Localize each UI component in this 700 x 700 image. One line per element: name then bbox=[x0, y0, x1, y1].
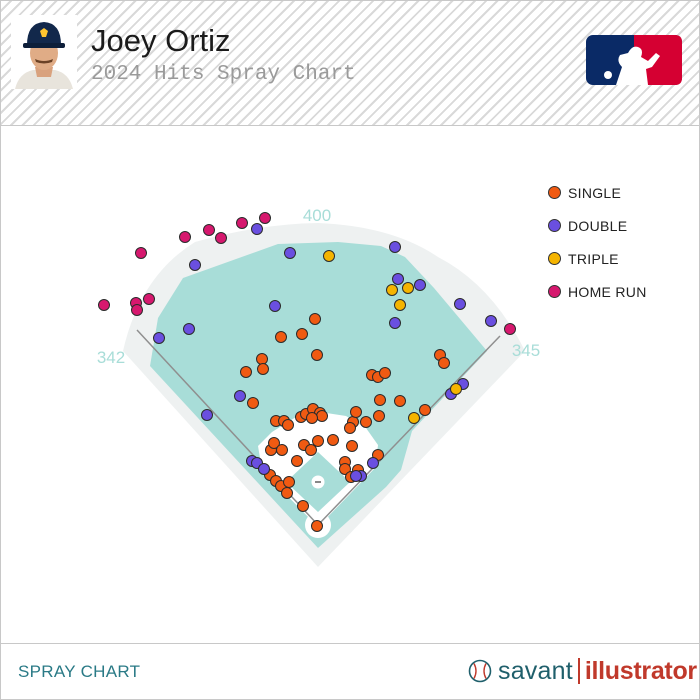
hit-marker-single bbox=[339, 463, 351, 475]
hit-marker-single bbox=[438, 357, 450, 369]
hit-marker-double bbox=[183, 323, 195, 335]
legend-item-home-run: HOME RUN bbox=[548, 275, 647, 308]
hit-marker-single bbox=[419, 404, 431, 416]
legend: SINGLE DOUBLE TRIPLE HOME RUN bbox=[548, 176, 647, 308]
legend-label-double: DOUBLE bbox=[568, 217, 628, 234]
legend-swatch-home-run bbox=[548, 285, 561, 298]
hit-marker-single bbox=[282, 419, 294, 431]
fence-label-left: 342 bbox=[97, 348, 125, 367]
hit-marker-double bbox=[201, 409, 213, 421]
legend-swatch-single bbox=[548, 186, 561, 199]
hit-marker-home-run bbox=[131, 304, 143, 316]
hit-marker-home-run bbox=[259, 212, 271, 224]
baseball-icon bbox=[468, 659, 492, 683]
hit-marker-single bbox=[276, 444, 288, 456]
hit-marker-single bbox=[281, 487, 293, 499]
hit-marker-single bbox=[374, 394, 386, 406]
legend-swatch-triple bbox=[548, 252, 561, 265]
hit-marker-single bbox=[306, 412, 318, 424]
hit-marker-single bbox=[275, 331, 287, 343]
legend-label-triple: TRIPLE bbox=[568, 250, 619, 267]
hit-marker-double bbox=[414, 279, 426, 291]
legend-label-home-run: HOME RUN bbox=[568, 283, 647, 300]
hit-marker-home-run bbox=[143, 293, 155, 305]
hit-marker-single bbox=[296, 328, 308, 340]
brand-name-secondary: illustrator bbox=[584, 656, 697, 685]
hit-marker-home-run bbox=[236, 217, 248, 229]
legend-item-single: SINGLE bbox=[548, 176, 647, 209]
hit-marker-double bbox=[367, 457, 379, 469]
player-name: Joey Ortiz bbox=[91, 23, 231, 58]
brand-separator bbox=[577, 658, 580, 684]
hit-marker-single bbox=[346, 440, 358, 452]
hit-marker-triple bbox=[408, 412, 420, 424]
hit-marker-single bbox=[297, 500, 309, 512]
hit-marker-triple bbox=[450, 383, 462, 395]
hit-marker-home-run bbox=[135, 247, 147, 259]
hit-marker-single bbox=[311, 349, 323, 361]
hit-marker-single bbox=[240, 366, 252, 378]
footer-divider bbox=[1, 643, 699, 644]
hit-marker-single bbox=[291, 455, 303, 467]
hit-marker-triple bbox=[402, 282, 414, 294]
hit-markers bbox=[98, 212, 516, 532]
hit-marker-double bbox=[153, 332, 165, 344]
hit-marker-double bbox=[189, 259, 201, 271]
hit-marker-home-run bbox=[203, 224, 215, 236]
hit-marker-single bbox=[257, 363, 269, 375]
hit-marker-home-run bbox=[215, 232, 227, 244]
hit-marker-triple bbox=[386, 284, 398, 296]
league-logo-icon bbox=[586, 35, 682, 85]
legend-label-single: SINGLE bbox=[568, 184, 622, 201]
chart-subtitle: 2024 Hits Spray Chart bbox=[91, 63, 356, 86]
hit-marker-double bbox=[350, 470, 362, 482]
hit-marker-single bbox=[394, 395, 406, 407]
hit-marker-double bbox=[485, 315, 497, 327]
hit-marker-triple bbox=[394, 299, 406, 311]
hit-marker-double bbox=[392, 273, 404, 285]
hit-marker-single bbox=[344, 422, 356, 434]
hit-marker-single bbox=[268, 437, 280, 449]
brand-logo: savant illustrator bbox=[468, 654, 697, 688]
hit-marker-triple bbox=[323, 250, 335, 262]
fence-label-center: 400 bbox=[303, 206, 331, 225]
hit-marker-home-run bbox=[179, 231, 191, 243]
legend-item-double: DOUBLE bbox=[548, 209, 647, 242]
hit-marker-double bbox=[284, 247, 296, 259]
hit-marker-single bbox=[283, 476, 295, 488]
legend-item-triple: TRIPLE bbox=[548, 242, 647, 275]
hit-marker-single bbox=[360, 416, 372, 428]
player-headshot bbox=[11, 15, 77, 89]
brand-name-primary: savant bbox=[498, 656, 573, 685]
hit-marker-double bbox=[389, 317, 401, 329]
hit-marker-single bbox=[309, 313, 321, 325]
hit-marker-home-run bbox=[504, 323, 516, 335]
hit-marker-single bbox=[247, 397, 259, 409]
fence-label-right: 345 bbox=[512, 341, 540, 360]
hit-marker-double bbox=[389, 241, 401, 253]
hit-marker-single bbox=[350, 406, 362, 418]
spray-chart-field: 342 400 345 bbox=[97, 206, 540, 567]
hit-marker-double bbox=[269, 300, 281, 312]
hit-marker-double bbox=[454, 298, 466, 310]
hit-marker-single bbox=[305, 444, 317, 456]
hit-marker-home-run bbox=[98, 299, 110, 311]
hit-marker-double bbox=[258, 463, 270, 475]
hit-marker-single bbox=[327, 434, 339, 446]
footer-title: SPRAY CHART bbox=[18, 662, 141, 681]
hit-marker-single bbox=[312, 435, 324, 447]
hit-marker-single bbox=[256, 353, 268, 365]
hit-marker-single bbox=[316, 410, 328, 422]
legend-swatch-double bbox=[548, 219, 561, 232]
chart-header: Joey Ortiz 2024 Hits Spray Chart bbox=[1, 1, 699, 126]
hit-marker-single bbox=[379, 367, 391, 379]
hit-marker-double bbox=[251, 223, 263, 235]
hit-marker-double bbox=[234, 390, 246, 402]
hit-marker-single bbox=[311, 520, 323, 532]
hit-marker-single bbox=[373, 410, 385, 422]
